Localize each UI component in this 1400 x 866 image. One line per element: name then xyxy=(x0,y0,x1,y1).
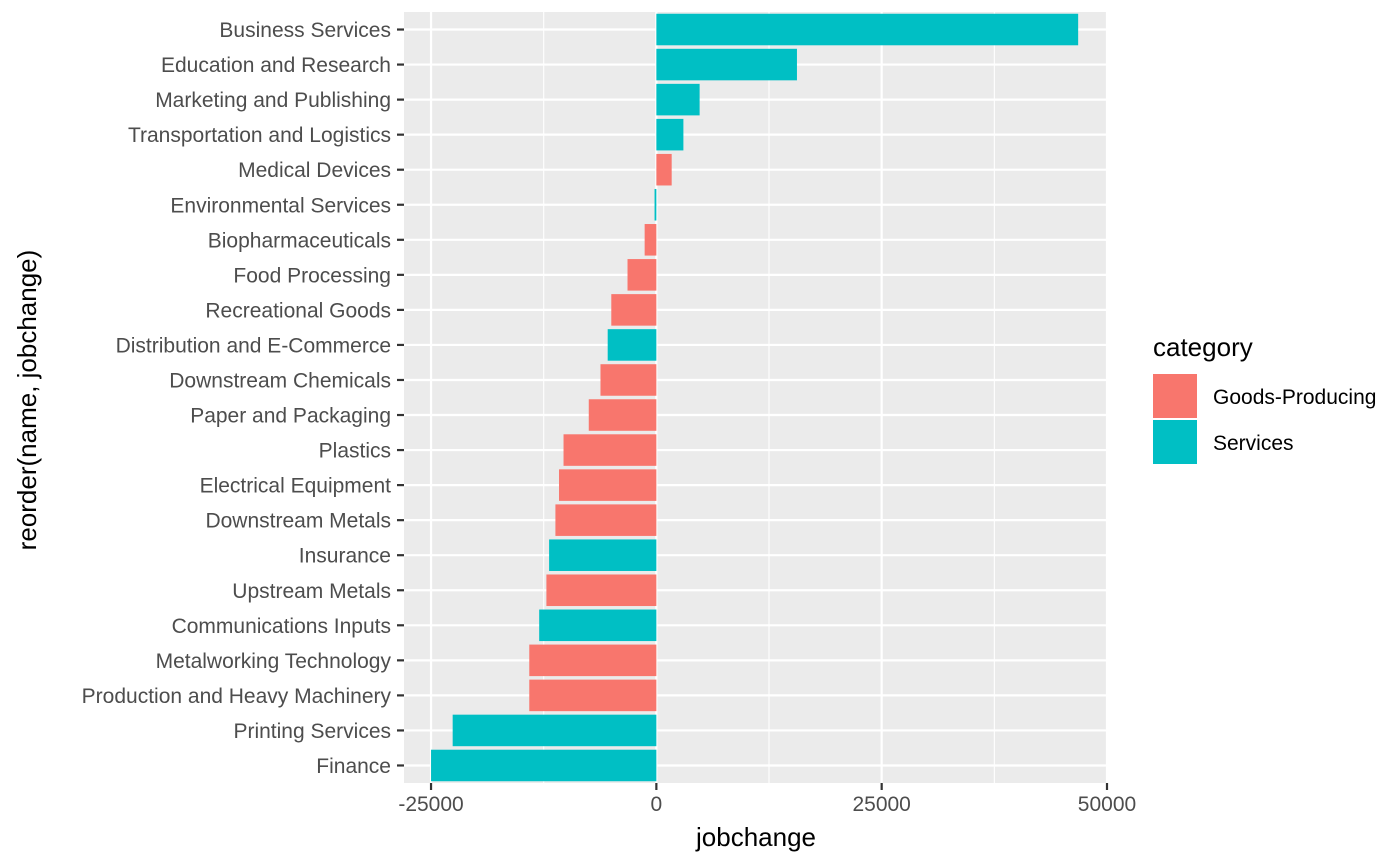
x-tick-label: 25000 xyxy=(852,793,910,816)
bar xyxy=(588,399,657,431)
y-tick-label: Food Processing xyxy=(233,264,391,287)
grid-lines xyxy=(404,12,1109,783)
bar xyxy=(654,188,657,221)
y-tick-label: Printing Services xyxy=(233,720,391,743)
bar xyxy=(529,644,657,677)
legend-label-goods-producing: Goods-Producing xyxy=(1213,386,1376,409)
y-tick-label: Biopharmaceuticals xyxy=(208,229,391,252)
y-tick-label: Plastics xyxy=(319,440,391,463)
plot-panel xyxy=(404,12,1107,783)
legend-label-services: Services xyxy=(1213,432,1294,455)
bar xyxy=(644,224,657,256)
x-tick-label: 50000 xyxy=(1078,793,1136,816)
y-tick-label: Finance xyxy=(316,755,391,778)
bar xyxy=(656,13,1079,46)
x-axis: -25000 0 25000 50000 xyxy=(398,783,1136,816)
bar xyxy=(563,434,657,466)
bar xyxy=(656,48,797,81)
legend-title: category xyxy=(1153,332,1253,362)
x-axis-title: jobchange xyxy=(695,822,816,852)
y-tick-label: Upstream Metals xyxy=(232,580,391,603)
y-tick-label: Metalworking Technology xyxy=(156,650,392,673)
bar xyxy=(529,679,657,712)
y-tick-label: Production and Heavy Machinery xyxy=(82,685,392,708)
bar xyxy=(600,364,657,396)
bars xyxy=(431,13,1079,782)
bar xyxy=(549,539,657,571)
y-tick-label: Business Services xyxy=(219,19,391,42)
y-axis: Business Services Education and Research M… xyxy=(82,19,404,778)
y-tick-label: Downstream Chemicals xyxy=(169,369,391,392)
bar xyxy=(555,504,657,536)
x-tick-label: 0 xyxy=(651,793,663,816)
y-tick-label: Communications Inputs xyxy=(172,615,391,638)
bar xyxy=(656,83,700,116)
y-tick-label: Electrical Equipment xyxy=(200,475,392,498)
bar xyxy=(656,118,684,151)
y-tick-label: Education and Research xyxy=(161,54,391,77)
bar xyxy=(656,153,672,186)
x-tick-label: -25000 xyxy=(398,793,463,816)
y-tick-label: Marketing and Publishing xyxy=(155,89,391,112)
y-tick-label: Medical Devices xyxy=(238,159,391,182)
y-tick-label: Downstream Metals xyxy=(205,510,391,533)
bar xyxy=(452,714,657,747)
legend-swatch-services xyxy=(1153,420,1197,464)
y-tick-label: Insurance xyxy=(299,545,391,568)
y-tick-label: Recreational Goods xyxy=(205,299,391,322)
y-tick-label: Distribution and E-Commerce xyxy=(116,334,391,357)
y-axis-title: reorder(name, jobchange) xyxy=(12,250,42,551)
bar xyxy=(539,609,657,642)
y-tick-label: Environmental Services xyxy=(170,194,391,217)
legend-swatch-goods-producing xyxy=(1153,374,1197,418)
bar xyxy=(607,329,657,361)
y-tick-label: Transportation and Logistics xyxy=(128,124,391,147)
bar xyxy=(559,469,657,501)
bar xyxy=(611,294,657,326)
legend: category Goods-Producing Services xyxy=(1153,332,1376,464)
bar xyxy=(627,259,657,291)
bar xyxy=(431,749,657,782)
y-tick-label: Paper and Packaging xyxy=(190,405,391,428)
bar xyxy=(546,574,657,607)
